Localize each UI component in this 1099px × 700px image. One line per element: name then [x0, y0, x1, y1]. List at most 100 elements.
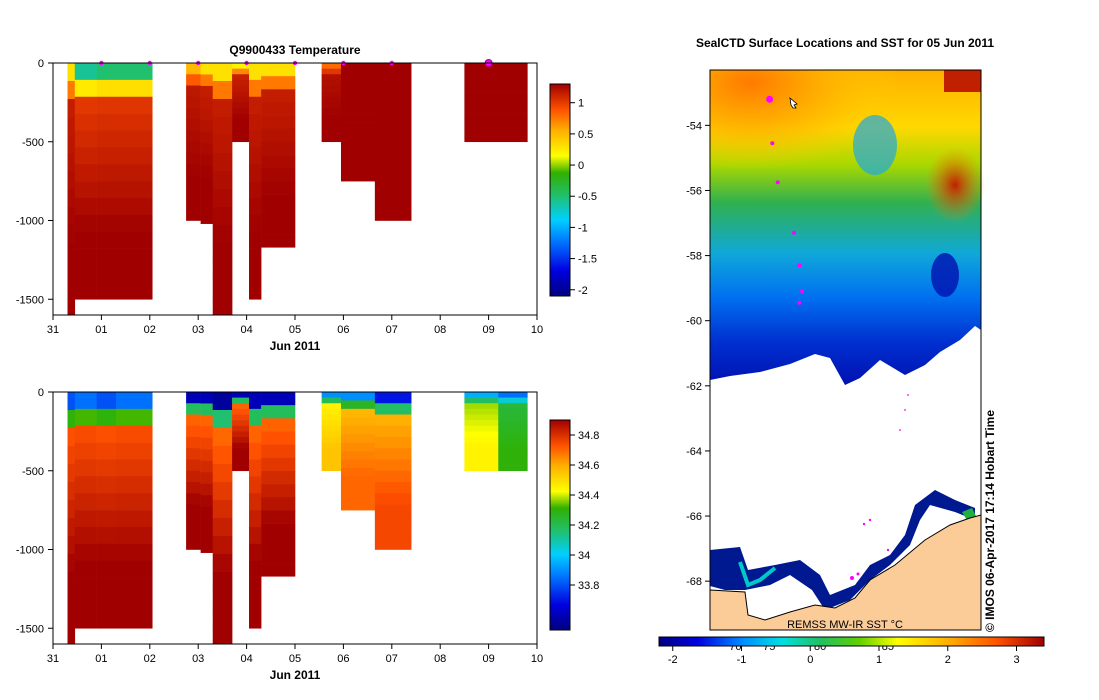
colorbar-tick-label: 1: [578, 98, 584, 110]
profile-cell: [74, 459, 97, 477]
x-tick-label: 01: [95, 653, 107, 665]
profile-cell: [212, 428, 233, 447]
profile-cell: [200, 403, 214, 416]
profile-cell: [340, 138, 376, 148]
profile-cell: [374, 538, 412, 550]
profile-cell: [261, 536, 296, 551]
profile-cell: [374, 470, 412, 483]
y-tick-label: -500: [22, 137, 44, 149]
y-tick-label: 0: [38, 58, 44, 70]
profile-cell: [232, 425, 250, 432]
profile-cell: [212, 153, 233, 172]
profile-cell: [249, 198, 262, 216]
profile-cell: [249, 113, 262, 131]
profile-cell: [115, 392, 153, 410]
sst-colorbar: [658, 636, 1045, 647]
profile-cell: [67, 171, 76, 190]
profile-cell: [96, 96, 117, 114]
temperature-plot-title: Q9900433 Temperature: [229, 43, 361, 57]
profile-cell: [464, 96, 528, 103]
profile-cell: [74, 611, 97, 629]
profile-cell: [115, 408, 153, 427]
colorbar-tick-label: 34: [578, 550, 590, 562]
profile-cell: [261, 392, 296, 406]
profile-cell: [374, 141, 412, 154]
profile-cell: [249, 231, 262, 249]
x-tick-label: 03: [192, 324, 204, 336]
profile-cell: [340, 122, 376, 131]
profile-cell: [212, 500, 233, 519]
profile-cell: [249, 147, 262, 165]
profile-cell: [464, 392, 499, 398]
profile-cell: [464, 85, 528, 92]
profile-cell: [340, 172, 376, 182]
profile-cell: [232, 63, 250, 69]
profile-cell: [115, 181, 153, 199]
profile-cell: [67, 392, 76, 411]
profile-cell: [186, 119, 201, 131]
profile-cell: [200, 506, 214, 519]
profile-cell: [340, 63, 376, 72]
profile-cell: [261, 549, 296, 564]
lat-tick-label: -54: [686, 120, 702, 132]
profile-cell: [464, 108, 528, 114]
seal-track: [766, 95, 805, 305]
profile-cell: [374, 175, 412, 188]
profile-cell: [200, 108, 214, 121]
profile-cell: [74, 231, 97, 249]
profile-cell: [249, 130, 262, 148]
profile-cell: [115, 231, 153, 249]
profile-cell: [186, 527, 201, 539]
map-frame: [709, 69, 982, 631]
profile-cell: [200, 472, 214, 485]
profile-cell: [96, 577, 117, 595]
profile-cell: [212, 554, 233, 573]
profile-cell: [67, 81, 76, 100]
profile-cell: [321, 392, 342, 398]
profile-cell: [200, 154, 214, 167]
profile-cell: [249, 560, 262, 578]
profile-cell: [67, 135, 76, 154]
x-tick-label: 09: [482, 653, 494, 665]
profile-cell: [340, 451, 376, 460]
profile-cell: [96, 611, 117, 629]
profile-cell: [464, 130, 528, 137]
profile-cell: [96, 265, 117, 283]
profile-cell: [261, 563, 296, 577]
profile-cell: [212, 297, 233, 316]
profile-cell: [115, 147, 153, 165]
profile-cell: [212, 81, 233, 100]
profile-cell: [374, 209, 412, 221]
profile-cell: [232, 420, 250, 427]
profile-cell: [340, 400, 376, 410]
profile-cell: [96, 198, 117, 216]
profile-cell: [249, 543, 262, 562]
profile-cell: [321, 408, 342, 415]
profile-cell: [212, 572, 233, 591]
profile-cell: [186, 108, 201, 120]
profile-cell: [212, 446, 233, 465]
profile-cell: [340, 459, 376, 469]
x-tick-label: 10: [531, 324, 543, 336]
profile-cell: [186, 403, 201, 415]
x-tick-label: 07: [386, 653, 398, 665]
profile-cell: [74, 181, 97, 199]
x-tick-label: 04: [240, 653, 252, 665]
profile-cell: [498, 442, 528, 449]
profile-cell: [115, 198, 153, 216]
profile-cell: [200, 97, 214, 110]
profile-cell: [340, 425, 376, 435]
profile-cell: [115, 594, 153, 612]
profile-cell: [340, 88, 376, 98]
profile-cell: [374, 96, 412, 109]
profile-cell: [249, 282, 262, 300]
profile-cell: [212, 189, 233, 208]
profile-cell: [74, 198, 97, 216]
profile-cell: [200, 74, 214, 87]
profile-cell: [261, 234, 296, 248]
profile-cell: [321, 136, 342, 143]
profile-cell: [232, 408, 250, 415]
x-tick-label: 06: [337, 653, 349, 665]
profile-cell: [74, 79, 97, 98]
y-tick-label: 0: [38, 387, 44, 399]
